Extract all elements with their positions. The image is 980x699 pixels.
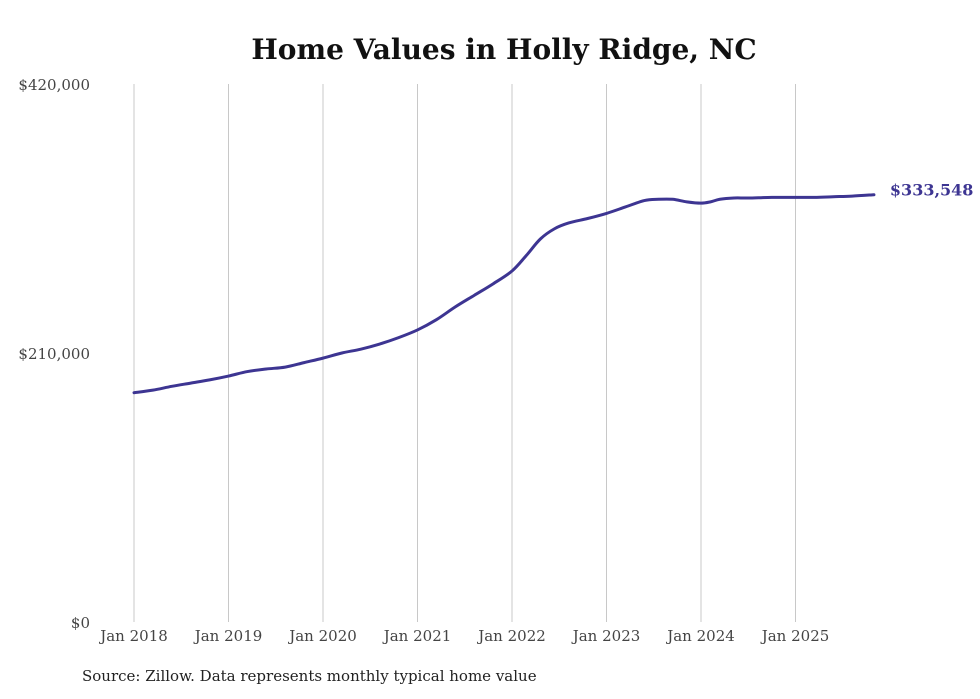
x-tick-label: Jan 2021 [382,627,452,645]
end-value-label: $333,548 [890,181,974,200]
source-note: Source: Zillow. Data represents monthly … [82,667,537,685]
y-tick-label: $210,000 [18,345,90,363]
x-tick-label: Jan 2019 [193,627,263,645]
x-tick-label: Jan 2022 [476,627,546,645]
series-line [132,193,876,395]
grid-lines [133,84,796,622]
x-tick-label: Jan 2023 [571,627,641,645]
x-axis-ticks: Jan 2018 Jan 2019 Jan 2020 Jan 2021 Jan 2022… [98,627,829,645]
y-tick-label: $420,000 [18,76,90,94]
x-tick-label: Jan 2020 [287,627,357,645]
x-tick-label: Jan 2018 [98,627,168,645]
x-tick-label: Jan 2024 [665,627,735,645]
y-axis-ticks: $0 $210,000 $420,000 [18,76,90,632]
x-tick-label: Jan 2025 [760,627,830,645]
y-tick-label: $0 [71,614,90,632]
chart-title: Home Values in Holly Ridge, NC [251,33,756,66]
